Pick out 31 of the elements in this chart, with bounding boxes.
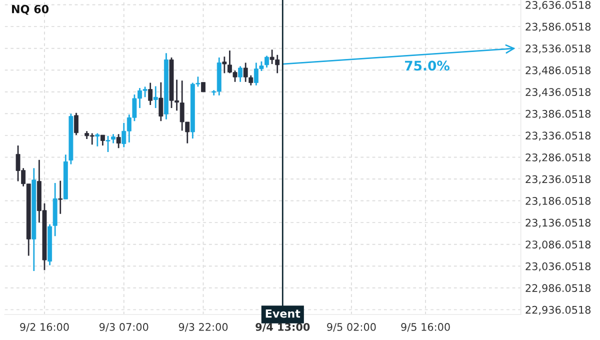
x-tick-label: 9/3 22:00 (178, 323, 228, 332)
y-tick-label: 23,636.0518 (526, 0, 591, 10)
candlestick (116, 133, 121, 149)
x-tick-label: 9/4 13:00 (256, 323, 310, 332)
candlestick (264, 55, 269, 68)
candlestick (153, 86, 158, 109)
x-tick-label: 9/3 07:00 (99, 323, 148, 332)
ref-line-label: Event (266, 309, 300, 318)
y-tick-label: 23,136.0518 (526, 218, 591, 228)
candlestick (158, 82, 164, 122)
y-tick-label: 23,036.0518 (526, 262, 591, 272)
y-tick-label: 23,536.0518 (526, 44, 591, 54)
x-tick-label: 9/5 16:00 (401, 323, 450, 332)
y-tick-label: 22,986.0518 (526, 284, 591, 294)
candlestick (238, 66, 243, 83)
annotation: 75.0% (405, 60, 450, 71)
y-tick-label: 22,936.0518 (526, 306, 591, 315)
y-tick-label: 23,436.0518 (526, 88, 591, 98)
y-tick-label: 23,286.0518 (526, 153, 591, 162)
y-tick-label: 23,086.0518 (526, 240, 591, 250)
candlestick (58, 180, 63, 215)
candlestick (148, 82, 153, 106)
y-tick-label: 23,186.0518 (526, 197, 591, 206)
y-tick-label: 23,336.0518 (526, 132, 591, 141)
x-tick-label: 9/5 02:00 (327, 323, 376, 332)
chart-title: NQ 60 (12, 4, 49, 15)
x-tick-label: 9/2 16:00 (20, 323, 69, 332)
y-tick-label: 23,386.0518 (526, 110, 591, 119)
y-tick-label: 23,486.0518 (526, 66, 591, 76)
y-tick-label: 23,586.0518 (526, 22, 591, 32)
y-tick-label: 23,236.0518 (526, 175, 591, 184)
